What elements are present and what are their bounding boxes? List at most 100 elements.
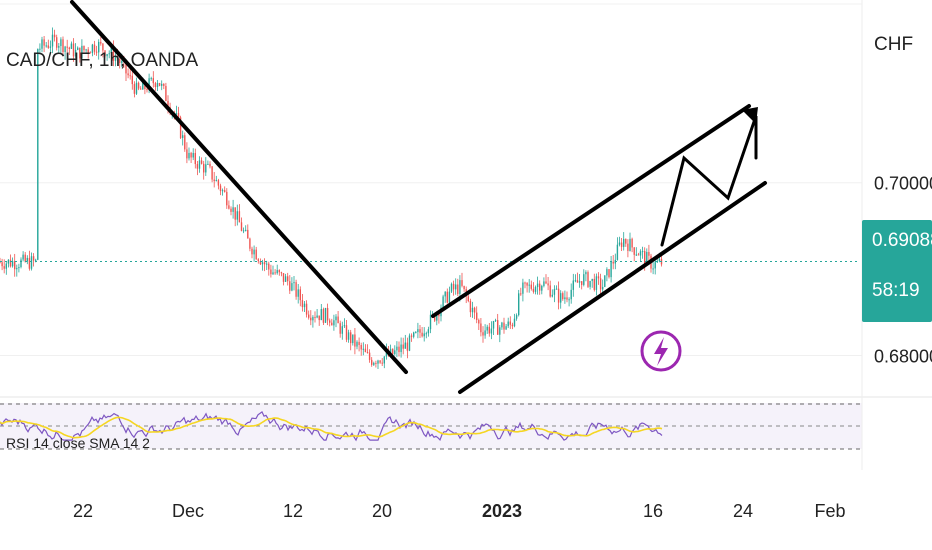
candle	[381, 358, 383, 367]
candle	[532, 282, 535, 294]
candle	[287, 272, 289, 286]
candle	[158, 82, 161, 87]
candle	[242, 227, 245, 234]
candle	[566, 291, 568, 303]
candle	[635, 247, 637, 257]
candle	[354, 328, 356, 355]
candle	[49, 40, 52, 55]
candle	[379, 359, 381, 364]
candle	[228, 200, 230, 210]
candle	[329, 318, 331, 327]
candle	[547, 276, 549, 291]
candle	[490, 321, 493, 340]
price-tick-label: 0.68000	[874, 346, 932, 366]
bar-countdown: 58:19	[872, 280, 920, 301]
candle	[623, 232, 625, 251]
candle	[89, 51, 91, 54]
time-tick-label: 2023	[482, 501, 522, 521]
candle	[341, 321, 343, 340]
candle	[576, 272, 579, 283]
candle	[362, 342, 364, 356]
candle	[555, 285, 558, 290]
candle	[232, 199, 234, 219]
candle	[633, 246, 635, 262]
candle	[591, 278, 593, 288]
rsi-panel[interactable]: RSI 14 close SMA 14 2	[0, 403, 862, 451]
candle	[421, 326, 423, 338]
candle	[190, 151, 192, 163]
candle	[56, 34, 58, 51]
candle	[7, 259, 10, 268]
candle	[562, 291, 564, 301]
candle	[91, 43, 94, 57]
candle	[410, 333, 413, 342]
candle	[360, 342, 362, 356]
candle	[255, 246, 257, 260]
candle	[492, 320, 495, 336]
candle	[452, 280, 455, 296]
candle	[467, 294, 469, 303]
candle	[196, 161, 199, 176]
candle	[620, 238, 623, 252]
candle	[339, 320, 341, 338]
candle	[413, 331, 415, 339]
candle	[599, 273, 602, 298]
last-price-value: 0.69088	[872, 230, 932, 251]
candle	[98, 39, 100, 60]
candle	[463, 285, 465, 292]
candle	[524, 281, 526, 289]
candle	[394, 345, 396, 356]
time-axis[interactable]: 22 Dec 12 20 2023 16 24 Feb	[73, 501, 846, 521]
channel-lower-line	[458, 181, 767, 394]
candle	[480, 318, 482, 337]
candle	[486, 324, 488, 334]
candle	[217, 178, 220, 190]
trend-drawings[interactable]	[70, 0, 767, 394]
candle	[112, 40, 115, 67]
candle	[536, 276, 539, 295]
candle	[455, 278, 457, 295]
candle	[476, 306, 478, 324]
candle	[610, 255, 612, 283]
candle	[289, 275, 291, 294]
candle	[406, 337, 409, 359]
candle	[274, 269, 276, 275]
candle	[81, 39, 83, 60]
candle	[629, 232, 631, 252]
candle	[224, 186, 226, 193]
candle	[58, 43, 60, 54]
candle	[419, 324, 421, 338]
candle	[324, 307, 327, 323]
candle	[131, 68, 133, 90]
candle	[22, 251, 24, 262]
candle	[625, 238, 627, 247]
candle	[26, 255, 28, 265]
candle	[442, 294, 444, 309]
candle	[100, 36, 102, 46]
candle	[18, 263, 20, 273]
candle	[53, 29, 56, 42]
candle	[518, 289, 520, 317]
candle	[152, 71, 154, 88]
candle	[350, 329, 352, 351]
candle	[539, 280, 541, 295]
candle	[446, 288, 448, 304]
candle	[184, 132, 186, 152]
candle	[39, 43, 41, 55]
rsi-sma-line	[0, 416, 663, 439]
candle	[497, 313, 499, 335]
candle	[45, 42, 47, 48]
lightning-badge[interactable]	[640, 330, 682, 372]
candle	[366, 344, 369, 354]
candle	[293, 275, 295, 291]
candle	[72, 38, 75, 62]
candle	[37, 48, 39, 261]
candle	[553, 285, 556, 303]
candle	[230, 206, 232, 216]
candle	[226, 188, 228, 209]
candle	[604, 275, 606, 288]
time-tick-label: 16	[643, 501, 663, 521]
candle	[140, 86, 142, 90]
